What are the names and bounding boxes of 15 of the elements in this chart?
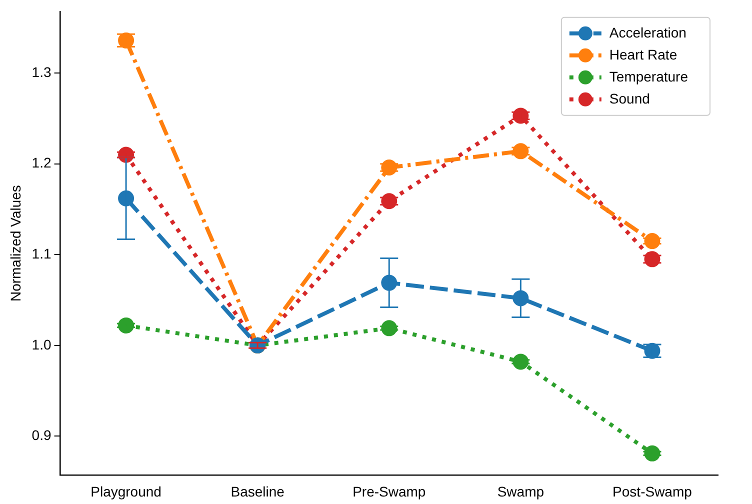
x-tick-label: Swamp xyxy=(497,483,544,500)
legend-label: Sound xyxy=(609,90,650,106)
y-tick-label: 0.9 xyxy=(32,427,52,444)
y-tick-label: 1.1 xyxy=(32,246,52,262)
legend-label: Temperature xyxy=(609,68,688,84)
legend-label: Heart Rate xyxy=(609,46,678,62)
x-tick-label: Playground xyxy=(90,483,162,500)
y-axis-title: Normalized Values xyxy=(7,185,24,302)
y-tick-label: 1.3 xyxy=(32,64,52,80)
x-tick-label: Post-Swamp xyxy=(612,483,692,500)
y-tick-label: 1.2 xyxy=(32,154,52,171)
x-tick-label: Pre-Swamp xyxy=(352,483,426,500)
legend-label: Acceleration xyxy=(609,24,686,40)
x-tick-label: Baseline xyxy=(230,483,285,500)
y-tick-label: 1.0 xyxy=(32,336,52,352)
